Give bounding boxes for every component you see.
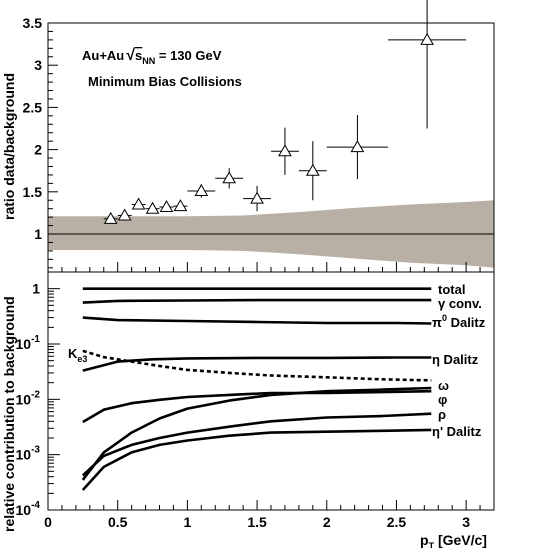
series-label: π0 Dalitz bbox=[432, 313, 486, 330]
annotation-energy-value: = 130 GeV bbox=[155, 48, 221, 63]
contribution-frame-layer bbox=[47, 271, 495, 511]
contribution-y-tick-label: 10-1 bbox=[16, 334, 41, 352]
ratio-panel: 1 1.5 2 2.5 3 3.5 Au+Au √sNN = 130 GeV Minimum… bbox=[1, 0, 495, 273]
x-axis-label-main: p bbox=[420, 532, 429, 548]
x-tick-label: 1 bbox=[183, 514, 191, 530]
series-line bbox=[82, 349, 432, 382]
contribution-frame bbox=[47, 271, 495, 511]
annotation-selection: Minimum Bias Collisions bbox=[88, 74, 242, 89]
ratio-point-marker bbox=[145, 201, 160, 214]
ratio-point-marker bbox=[278, 144, 292, 157]
ratio-point bbox=[215, 168, 244, 189]
series-line bbox=[82, 356, 432, 372]
x-tick-label: 2.5 bbox=[387, 514, 407, 530]
x-axis-label: pT [GeV/c] bbox=[420, 532, 487, 548]
x-tick-label: 0 bbox=[44, 514, 52, 530]
ratio-y-tick-label: 2.5 bbox=[23, 99, 43, 115]
contribution-y-tick-label: 10-3 bbox=[16, 445, 41, 463]
ratio-point-marker bbox=[420, 32, 434, 45]
series-label: η' Dalitz bbox=[432, 424, 482, 439]
ratio-point-marker bbox=[131, 197, 146, 210]
ratio-point-marker bbox=[194, 183, 209, 196]
series-line bbox=[82, 316, 432, 325]
x-tick-label: 1.5 bbox=[247, 514, 267, 530]
ratio-point bbox=[173, 199, 188, 212]
ratio-point bbox=[271, 127, 299, 175]
ratio-points-layer bbox=[103, 0, 467, 224]
ratio-point bbox=[187, 183, 216, 198]
series-line bbox=[82, 298, 432, 304]
ratio-point-marker bbox=[173, 199, 188, 212]
series-label: ρ bbox=[438, 407, 446, 422]
ratio-y-tick-label: 3.5 bbox=[23, 15, 43, 31]
ratio-y-tick-label: 1.5 bbox=[23, 184, 43, 200]
ratio-point-marker bbox=[305, 163, 320, 176]
ratio-y-tick-label: 1 bbox=[34, 226, 42, 242]
x-axis-label-unit: [GeV/c] bbox=[434, 532, 487, 548]
ratio-point bbox=[388, 0, 467, 129]
ratio-point-marker bbox=[350, 140, 365, 153]
ratio-point-marker bbox=[103, 211, 118, 224]
annotation-energy-subscript: NN bbox=[142, 56, 155, 66]
ratio-point bbox=[298, 141, 327, 201]
ratio-y-axis-label: ratio data/background bbox=[1, 73, 17, 220]
ratio-point bbox=[243, 185, 271, 212]
series-label: Ke3 bbox=[68, 346, 87, 364]
x-tick-label: 0.5 bbox=[108, 514, 128, 530]
ratio-y-tick-label: 2 bbox=[34, 142, 42, 158]
x-tick-label: 3 bbox=[462, 514, 470, 530]
contribution-y-tick-label: 10-2 bbox=[16, 389, 41, 407]
x-tick-label: 2 bbox=[323, 514, 331, 530]
ratio-point bbox=[145, 201, 160, 214]
annotation-energy-symbol: s bbox=[135, 48, 142, 63]
ratio-y-tick-label: 3 bbox=[34, 57, 42, 73]
ratio-point-marker bbox=[250, 191, 264, 204]
series-label: η Dalitz bbox=[432, 352, 479, 367]
series-line bbox=[81, 386, 432, 481]
series-line bbox=[81, 412, 432, 477]
annotation-sqrt-sign: √ bbox=[126, 47, 135, 64]
series-line bbox=[82, 389, 432, 424]
contribution-y-axis-label: relative contribution to background bbox=[1, 296, 17, 532]
ratio-point bbox=[131, 197, 146, 210]
series-label: φ bbox=[438, 392, 447, 407]
ratio-point bbox=[117, 208, 132, 221]
annotation-energy: Au+Au √sNN = 130 GeV bbox=[82, 47, 222, 66]
ratio-point-marker bbox=[117, 208, 132, 221]
series-label: γ conv. bbox=[438, 296, 482, 311]
ratio-point-marker bbox=[222, 171, 237, 184]
ratio-point-marker bbox=[159, 199, 174, 213]
ratio-point bbox=[103, 211, 118, 224]
series-label: total bbox=[438, 282, 465, 297]
series-label: ω bbox=[438, 378, 449, 393]
ratio-point bbox=[159, 199, 174, 213]
ratio-point bbox=[326, 115, 389, 180]
contribution-y-tick-label: 1 bbox=[32, 281, 40, 297]
series-line bbox=[81, 428, 432, 491]
contribution-lines-layer bbox=[81, 287, 432, 491]
ratio-ticks-layer: 1 1.5 2 2.5 3 3.5 bbox=[23, 15, 495, 272]
annotation-system: Au+Au bbox=[82, 48, 124, 63]
contribution-ticks-layer: 1 10-1 10-2 10-3 10-40 0.5 1 1.5 2 2.5 3 bbox=[16, 271, 495, 530]
contribution-y-tick-label: 10-4 bbox=[16, 500, 41, 518]
x-axis-label-subscript: T bbox=[429, 541, 435, 548]
